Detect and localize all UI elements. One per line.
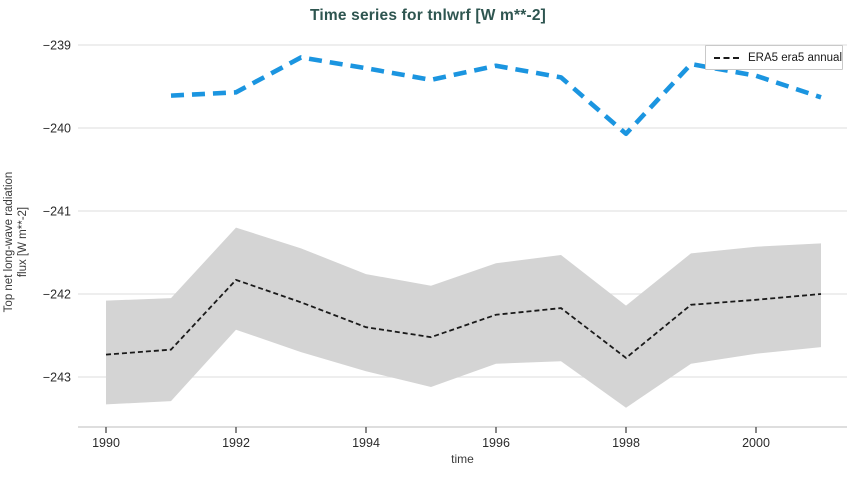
legend: ERA5 era5 annual (705, 45, 843, 70)
legend-label: ERA5 era5 annual (748, 51, 842, 64)
y-tick-label: −241 (43, 205, 71, 219)
era5-uncertainty-band (106, 227, 821, 408)
legend-dashed-line-sample (714, 56, 740, 59)
y-tick-label: −242 (43, 288, 71, 302)
x-tick-label: 2000 (742, 436, 770, 450)
y-axis-label-line1: Top net long-wave radiation (3, 171, 15, 313)
era5-annual-dashed-line (105, 278, 822, 360)
y-tick-label: −239 (43, 39, 71, 53)
y-axis-label: Top net long-wave radiation flux [W m**-… (2, 127, 30, 357)
y-tick-label: −243 (43, 371, 71, 385)
x-tick-label: 1990 (92, 436, 120, 450)
x-axis (78, 426, 847, 433)
data-lines (105, 55, 822, 360)
x-tick-label: 1996 (482, 436, 510, 450)
x-tick-label: 1994 (352, 436, 380, 450)
y-axis-label-line2: flux [W m**-2] (17, 206, 29, 278)
blue-dashed-line (170, 55, 822, 137)
x-tick-label: 1992 (222, 436, 250, 450)
chart-title: Time series for tnlwrf [W m**-2] (309, 7, 547, 24)
tick-labels: −239 −240 −241 −242 −243 1990 1992 1994 1996 1998… (43, 39, 770, 451)
x-axis-label: time (451, 452, 474, 466)
x-tick-label: 1998 (612, 436, 640, 450)
y-tick-label: −240 (43, 122, 71, 136)
uncertainty-band (106, 227, 821, 408)
